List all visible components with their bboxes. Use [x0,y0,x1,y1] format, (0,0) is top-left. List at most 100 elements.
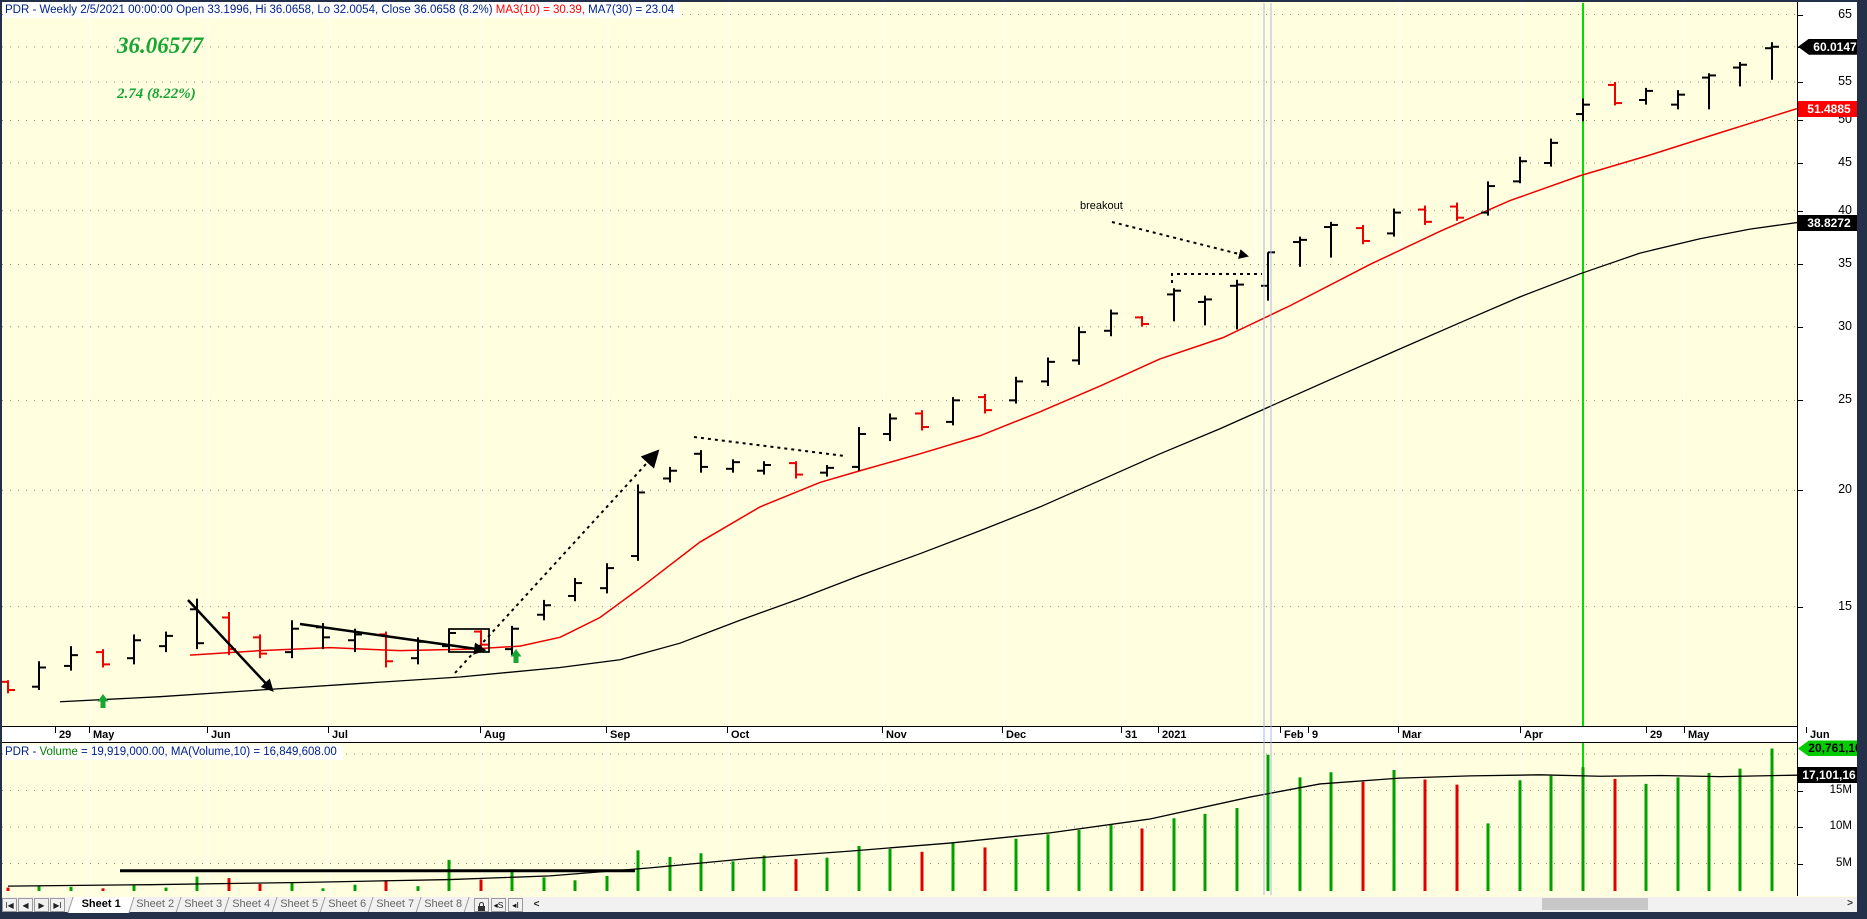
price-axis-tick[interactable]: 25 [1838,392,1852,407]
date-axis-label[interactable]: Aug [484,729,506,741]
price-bar[interactable] [32,661,46,691]
price-bar[interactable] [1513,156,1527,184]
sheet-tab-8[interactable]: Sheet 8 [417,897,470,913]
price-bar[interactable] [915,410,929,431]
next-sheet-button[interactable]: ▶ [34,898,49,912]
price-bar[interactable] [694,450,708,473]
consolidation-box-annotation[interactable] [448,628,490,653]
date-axis-label[interactable]: 2021 [1162,729,1187,741]
price-bar[interactable] [1765,42,1779,80]
date-axis-label[interactable]: Sep [610,729,631,741]
ma10-line[interactable] [189,107,1797,656]
price-bar[interactable] [1733,61,1747,87]
price-bar[interactable] [663,466,677,483]
breakout-annotation-label[interactable]: breakout [1080,200,1123,212]
price-bar[interactable] [1261,251,1275,301]
trendline-annotation[interactable] [454,449,660,674]
volume-axis-tick[interactable]: 15M [1829,783,1852,796]
trendline-annotation[interactable] [299,622,487,655]
price-bar[interactable] [285,620,299,659]
last-sheet-button[interactable]: ▶I [50,898,65,912]
scroll-right-button[interactable]: > [1847,898,1853,909]
scrollbar-thumb[interactable] [1542,898,1648,910]
interval-tool-button[interactable]: ◂I [508,898,523,912]
price-bar[interactable] [757,461,771,475]
price-axis-tick[interactable]: 30 [1838,318,1852,333]
sheet-tab-2[interactable]: Sheet 2 [129,897,182,913]
price-bar[interactable] [1230,279,1244,330]
sheet-tab-5[interactable]: Sheet 5 [273,897,326,913]
price-bar[interactable] [726,459,740,473]
price-pane[interactable] [2,2,1797,726]
price-axis-tick[interactable]: 20 [1838,482,1852,497]
price-bar[interactable] [1356,224,1370,245]
price-bar[interactable] [253,634,267,659]
price-bar[interactable] [1576,98,1590,122]
trendline-annotation[interactable] [693,436,846,457]
date-axis-label[interactable]: Dec [1006,729,1027,741]
price-bar[interactable] [883,413,897,442]
price-bar[interactable] [1009,376,1023,404]
date-axis-label[interactable]: Oct [731,729,750,741]
price-bar[interactable] [1135,316,1149,327]
sheet-tab-1[interactable]: Sheet 1 [67,897,135,913]
trendline-annotation[interactable] [1171,273,1262,283]
price-bar[interactable] [505,625,519,656]
price-bar[interactable] [537,599,551,621]
sheet-tab-3[interactable]: Sheet 3 [177,897,230,913]
price-bar[interactable] [474,630,488,650]
trendline-annotation[interactable] [187,599,274,692]
price-bar[interactable] [631,484,645,561]
price-bar[interactable] [1293,236,1307,267]
scroll-left-button[interactable]: < [533,899,540,910]
price-bar[interactable] [1639,87,1653,105]
date-axis-label[interactable]: Nov [886,729,907,741]
price-bar[interactable] [1671,90,1685,110]
price-bar[interactable] [946,397,960,426]
volume-ma-line[interactable] [7,774,1797,887]
first-sheet-button[interactable]: I◀ [2,898,17,912]
date-axis-label[interactable]: Jun [211,729,231,741]
scale-tool-button[interactable]: ◂S [491,898,506,912]
price-axis-tick[interactable]: 15 [1838,598,1852,613]
lock-tool-button[interactable] [474,898,489,912]
date-axis-label[interactable]: 29 [59,729,72,741]
volume-axis-tick[interactable]: 10M [1829,820,1852,832]
price-bar[interactable] [1481,181,1495,216]
price-axis-tick[interactable]: 45 [1838,155,1852,169]
date-axis-label[interactable]: 31 [1125,729,1138,741]
date-axis-label[interactable]: 9 [1312,729,1319,741]
price-bar[interactable] [64,646,78,671]
date-axis-label[interactable]: Feb [1284,729,1304,741]
price-bar[interactable] [1418,205,1432,225]
price-bar[interactable] [978,393,992,414]
date-axis-label[interactable]: May [1688,729,1710,741]
trendline-annotation[interactable] [1111,221,1249,259]
price-bar[interactable] [96,649,110,668]
price-bar[interactable] [789,461,803,479]
price-bar[interactable] [1608,81,1622,106]
price-bar[interactable] [1072,326,1086,365]
date-axis-label[interactable]: 29 [1650,729,1663,741]
price-bar[interactable] [568,578,582,602]
price-bar[interactable] [600,563,614,594]
price-bar[interactable] [852,427,866,471]
sheet-tab-6[interactable]: Sheet 6 [321,897,374,913]
price-axis-tick[interactable]: 40 [1838,202,1852,217]
price-bar[interactable] [1702,73,1716,110]
price-axis-tick[interactable]: 35 [1838,256,1852,271]
price-bar[interactable] [1198,295,1212,326]
price-bar[interactable] [1,680,15,694]
sheet-tab-7[interactable]: Sheet 7 [369,897,422,913]
price-bar[interactable] [159,631,173,653]
ma30-line[interactable] [59,221,1797,703]
date-axis-label[interactable]: Mar [1402,729,1422,741]
price-bar[interactable] [127,634,141,665]
price-bar[interactable] [1450,202,1464,221]
volume-axis-tick[interactable]: 5M [1836,856,1852,869]
price-axis-tick[interactable]: 55 [1838,73,1852,88]
date-axis-label[interactable]: Jul [332,729,348,741]
sheet-tab-4[interactable]: Sheet 4 [225,897,278,913]
price-bar[interactable] [1167,288,1181,322]
